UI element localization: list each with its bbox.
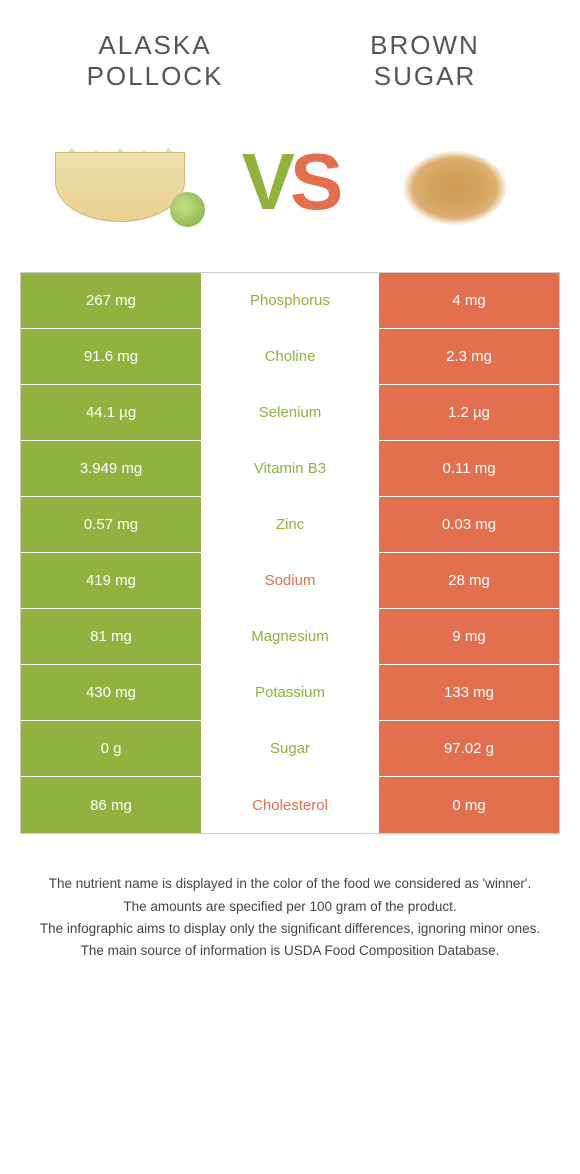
nutrient-row: 81 mgMagnesium9 mg — [21, 609, 559, 665]
nutrient-name: Vitamin B3 — [201, 441, 379, 496]
nutrient-name: Cholesterol — [201, 777, 379, 833]
left-value: 3.949 mg — [21, 441, 201, 496]
footer-line: The amounts are specified per 100 gram o… — [30, 897, 550, 917]
right-food-image — [370, 122, 540, 242]
left-food-title: ALASKA POLLOCK — [55, 30, 255, 92]
right-value: 4 mg — [379, 273, 559, 328]
nutrient-row: 86 mgCholesterol0 mg — [21, 777, 559, 833]
nutrient-row: 0 gSugar97.02 g — [21, 721, 559, 777]
right-value: 0 mg — [379, 777, 559, 833]
nutrient-row: 267 mgPhosphorus4 mg — [21, 273, 559, 329]
footer-notes: The nutrient name is displayed in the co… — [0, 834, 580, 983]
nutrient-name: Phosphorus — [201, 273, 379, 328]
left-food-image — [40, 122, 210, 242]
right-value: 0.11 mg — [379, 441, 559, 496]
left-value: 81 mg — [21, 609, 201, 664]
left-value: 0 g — [21, 721, 201, 776]
nutrient-name: Zinc — [201, 497, 379, 552]
nutrient-row: 0.57 mgZinc0.03 mg — [21, 497, 559, 553]
vs-label: VS — [242, 136, 339, 228]
footer-line: The infographic aims to display only the… — [30, 919, 550, 939]
left-value: 91.6 mg — [21, 329, 201, 384]
nutrient-table: 267 mgPhosphorus4 mg91.6 mgCholine2.3 mg… — [20, 272, 560, 834]
footer-line: The nutrient name is displayed in the co… — [30, 874, 550, 894]
nutrient-row: 44.1 µgSelenium1.2 µg — [21, 385, 559, 441]
right-value: 9 mg — [379, 609, 559, 664]
nutrient-row: 3.949 mgVitamin B30.11 mg — [21, 441, 559, 497]
right-value: 0.03 mg — [379, 497, 559, 552]
left-value: 419 mg — [21, 553, 201, 608]
header: ALASKA POLLOCK BROWN SUGAR — [0, 0, 580, 102]
right-value: 133 mg — [379, 665, 559, 720]
right-value: 1.2 µg — [379, 385, 559, 440]
nutrient-name: Selenium — [201, 385, 379, 440]
nutrient-name: Sugar — [201, 721, 379, 776]
right-value: 97.02 g — [379, 721, 559, 776]
nutrient-name: Magnesium — [201, 609, 379, 664]
left-value: 430 mg — [21, 665, 201, 720]
nutrient-name: Sodium — [201, 553, 379, 608]
footer-line: The main source of information is USDA F… — [30, 941, 550, 961]
nutrient-row: 419 mgSodium28 mg — [21, 553, 559, 609]
nutrient-name: Potassium — [201, 665, 379, 720]
left-value: 267 mg — [21, 273, 201, 328]
left-value: 44.1 µg — [21, 385, 201, 440]
nutrient-row: 91.6 mgCholine2.3 mg — [21, 329, 559, 385]
images-row: VS — [0, 102, 580, 272]
nutrient-name: Choline — [201, 329, 379, 384]
right-food-title: BROWN SUGAR — [325, 30, 525, 92]
nutrient-row: 430 mgPotassium133 mg — [21, 665, 559, 721]
left-value: 86 mg — [21, 777, 201, 833]
right-value: 2.3 mg — [379, 329, 559, 384]
left-value: 0.57 mg — [21, 497, 201, 552]
right-value: 28 mg — [379, 553, 559, 608]
